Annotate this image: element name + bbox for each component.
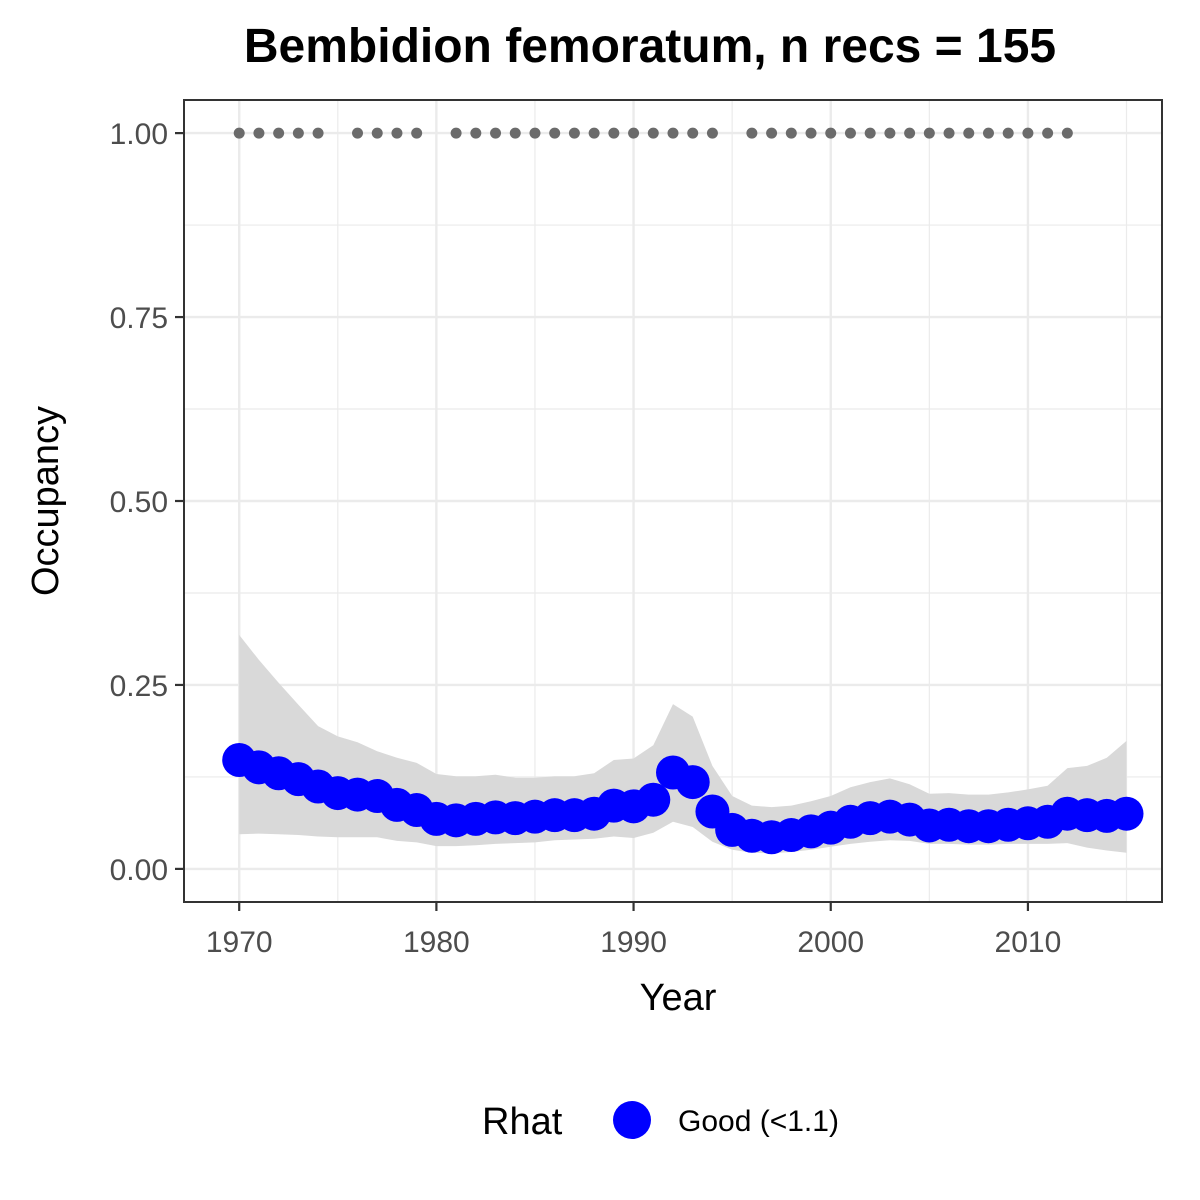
record-dot [470, 127, 482, 139]
record-dot [588, 127, 600, 139]
x-tick-label: 2000 [797, 926, 864, 959]
y-tick-label: 1.00 [110, 118, 168, 151]
confidence-ribbon [239, 634, 1127, 854]
occupancy-points-layer [222, 742, 1144, 855]
record-dot [706, 127, 718, 139]
record-dot [411, 127, 423, 139]
x-axis-title: Year [640, 977, 717, 1019]
x-tick-label: 1980 [403, 926, 470, 959]
occupancy-point [1109, 796, 1144, 831]
record-dot [982, 127, 994, 139]
axes: 0.00 0.25 0.50 0.75 1.00 1970 1980 1990 2000 2010 [110, 118, 1062, 959]
confidence-ribbon-layer [239, 634, 1127, 854]
x-tick-label: 1990 [600, 926, 667, 959]
record-dot [766, 127, 778, 139]
x-tick-label: 1970 [206, 926, 273, 959]
record-dot [1042, 127, 1054, 139]
legend-label-good: Good (<1.1) [678, 1105, 839, 1138]
record-dot [450, 127, 462, 139]
record-dot [805, 127, 817, 139]
record-dot [509, 127, 521, 139]
record-dots-layer [233, 127, 1073, 139]
record-dot [904, 127, 916, 139]
record-dot [490, 127, 502, 139]
record-dot [943, 127, 955, 139]
record-dot [371, 127, 383, 139]
y-tick-label: 0.50 [110, 486, 168, 519]
record-dot [549, 127, 561, 139]
legend-title: Rhat [482, 1101, 563, 1143]
occupancy-point [636, 782, 671, 817]
record-dot [529, 127, 541, 139]
x-tick-label: 2010 [995, 926, 1062, 959]
record-dot [647, 127, 659, 139]
record-dot [746, 127, 758, 139]
y-tick-label: 0.75 [110, 302, 168, 335]
record-dot [608, 127, 620, 139]
record-dot [233, 127, 245, 139]
record-dot [391, 127, 403, 139]
record-dot [667, 127, 679, 139]
y-tick-label: 0.00 [110, 854, 168, 887]
record-dot [628, 127, 640, 139]
y-axis-title: Occupancy [25, 406, 67, 596]
record-dot [884, 127, 896, 139]
record-dot [785, 127, 797, 139]
record-dot [923, 127, 935, 139]
record-dot [864, 127, 876, 139]
occupancy-point [675, 765, 710, 800]
record-dot [253, 127, 265, 139]
record-dot [568, 127, 580, 139]
record-dot [963, 127, 975, 139]
record-dot [825, 127, 837, 139]
legend-key-good [613, 1101, 651, 1139]
record-dot [1022, 127, 1034, 139]
record-dot [844, 127, 856, 139]
chart-title: Bembidion femoratum, n recs = 155 [244, 20, 1056, 73]
y-tick-label: 0.25 [110, 670, 168, 703]
record-dot [312, 127, 324, 139]
record-dot [292, 127, 304, 139]
record-dot [273, 127, 285, 139]
record-dot [1061, 127, 1073, 139]
legend: Rhat Good (<1.1) [482, 1101, 839, 1143]
record-dot [352, 127, 364, 139]
record-dot [1002, 127, 1014, 139]
record-dot [687, 127, 699, 139]
